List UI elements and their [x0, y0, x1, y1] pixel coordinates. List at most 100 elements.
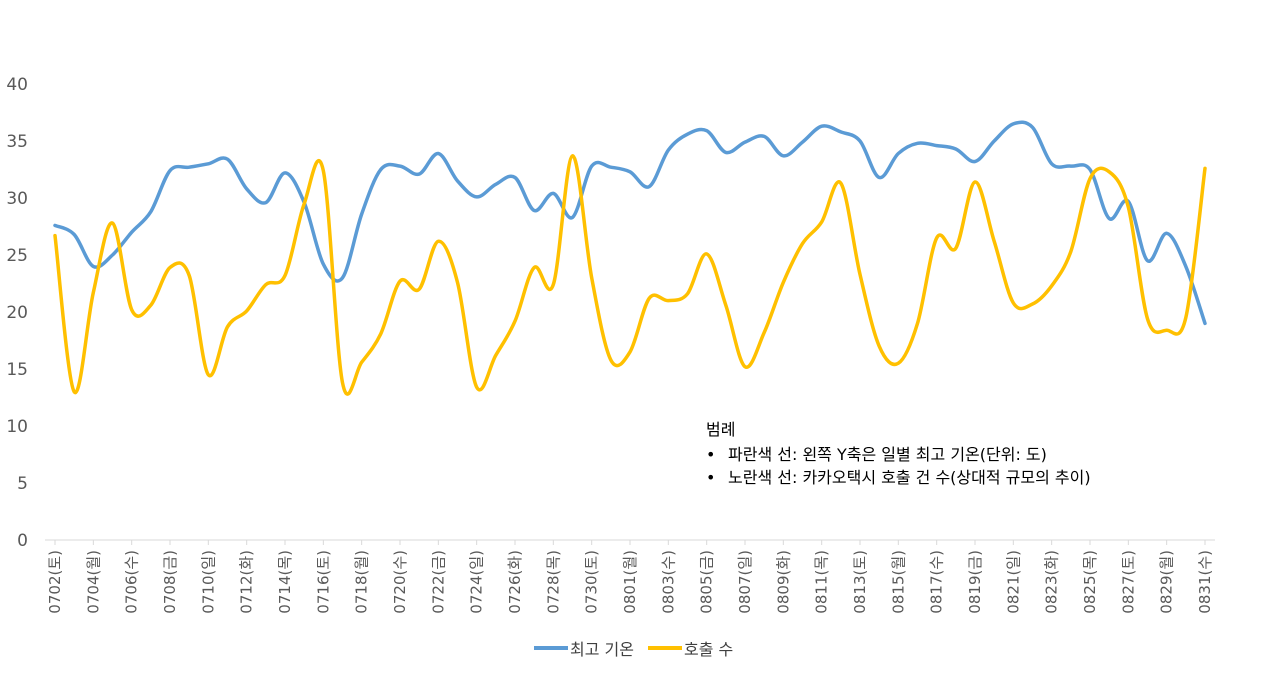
data-point — [513, 319, 518, 324]
data-point — [819, 219, 824, 224]
data-point — [53, 233, 58, 238]
data-point — [781, 280, 786, 285]
legend-swatch — [647, 646, 682, 650]
data-point — [225, 324, 230, 329]
data-point — [532, 265, 537, 270]
data-point — [628, 349, 633, 354]
data-point — [148, 303, 153, 308]
data-point — [819, 124, 824, 129]
bullet-icon: • — [706, 468, 716, 487]
x-tick-label: 0807(일) — [736, 550, 754, 614]
data-point — [244, 186, 249, 191]
x-tick-label: 0809(화) — [774, 550, 792, 614]
y-tick-label: 0 — [17, 531, 28, 551]
data-point — [513, 175, 518, 180]
data-point — [666, 298, 671, 303]
data-point — [762, 134, 767, 139]
data-point — [1049, 161, 1054, 166]
data-point — [283, 170, 288, 175]
y-axis: 0 5 10 15 20 25 30 35 40 — [6, 75, 28, 551]
data-point — [1107, 216, 1112, 221]
x-tick-label: 0823(화) — [1043, 550, 1061, 614]
data-point — [628, 169, 633, 174]
data-point — [1164, 231, 1169, 236]
data-point — [877, 344, 882, 349]
x-tick-label: 0827(토) — [1119, 550, 1137, 614]
data-point — [110, 253, 115, 258]
legend-note: 범례 • 파란색 선: 왼쪽 Y축은 일별 최고 기온(단위: 도) • 노란색… — [706, 418, 1091, 489]
x-tick-label: 0811(목) — [813, 550, 831, 614]
data-point — [283, 273, 288, 278]
data-point — [551, 282, 556, 287]
data-point — [762, 330, 767, 335]
data-point — [685, 291, 690, 296]
data-point — [436, 151, 441, 156]
data-point — [896, 361, 901, 366]
data-point — [1030, 302, 1035, 307]
data-point — [493, 182, 498, 187]
x-tick-label: 0726(화) — [506, 550, 524, 614]
note-item-yellow: • 노란색 선: 카카오택시 호출 건 수(상대적 규모의 추이) — [706, 466, 1091, 489]
data-point — [1068, 164, 1073, 169]
legend-item-temperature: 최고 기온 — [534, 636, 634, 660]
data-point — [743, 364, 748, 369]
data-point — [91, 290, 96, 295]
data-point — [321, 168, 326, 173]
data-point — [532, 208, 537, 213]
data-point — [378, 167, 383, 172]
data-point — [570, 215, 575, 220]
data-point — [992, 139, 997, 144]
bullet-icon: • — [706, 445, 716, 464]
data-point — [72, 232, 77, 237]
data-point — [340, 380, 345, 385]
data-point — [359, 211, 364, 216]
x-tick-label: 0817(수) — [928, 550, 946, 614]
data-point — [455, 178, 460, 183]
x-tick-label: 0821(일) — [1004, 550, 1022, 614]
data-point — [685, 132, 690, 137]
data-point — [973, 159, 978, 164]
data-point — [187, 165, 192, 170]
x-tick-label: 0728(목) — [544, 550, 562, 614]
data-point — [436, 239, 441, 244]
data-point — [934, 235, 939, 240]
data-point — [647, 184, 652, 189]
data-point — [800, 241, 805, 246]
y-tick-label: 5 — [17, 474, 28, 494]
legend-label: 최고 기온 — [570, 640, 634, 659]
data-point — [455, 280, 460, 285]
data-point — [915, 321, 920, 326]
data-point — [589, 164, 594, 169]
data-point — [1088, 167, 1093, 172]
data-point — [838, 129, 843, 134]
x-tick-label: 0712(화) — [238, 550, 256, 614]
data-point — [704, 251, 709, 256]
data-point — [493, 353, 498, 358]
data-point — [340, 275, 345, 280]
data-point — [838, 181, 843, 186]
data-point — [1126, 205, 1131, 210]
data-point — [1203, 321, 1208, 326]
data-point — [129, 230, 134, 235]
x-tick-label: 0706(수) — [123, 550, 141, 614]
data-point — [1068, 249, 1073, 254]
data-point — [302, 201, 307, 206]
data-point — [800, 140, 805, 145]
data-point — [398, 164, 403, 169]
data-point — [723, 150, 728, 155]
y-tick-label: 40 — [6, 75, 28, 95]
data-point — [1049, 283, 1054, 288]
x-tick-label: 0831(수) — [1196, 550, 1214, 614]
chart-legend: 최고 기온 호출 수 — [534, 636, 747, 660]
data-point — [168, 265, 173, 270]
data-point — [263, 200, 268, 205]
data-point — [206, 161, 211, 166]
note-item-text: 파란색 선: 왼쪽 Y축은 일별 최고 기온(단위: 도) — [728, 445, 1047, 464]
data-point — [1203, 166, 1208, 171]
data-point — [1030, 125, 1035, 130]
x-tick-label: 0716(토) — [314, 550, 332, 614]
x-tick-label: 0813(토) — [851, 550, 869, 614]
data-point — [743, 140, 748, 145]
data-point — [589, 275, 594, 280]
